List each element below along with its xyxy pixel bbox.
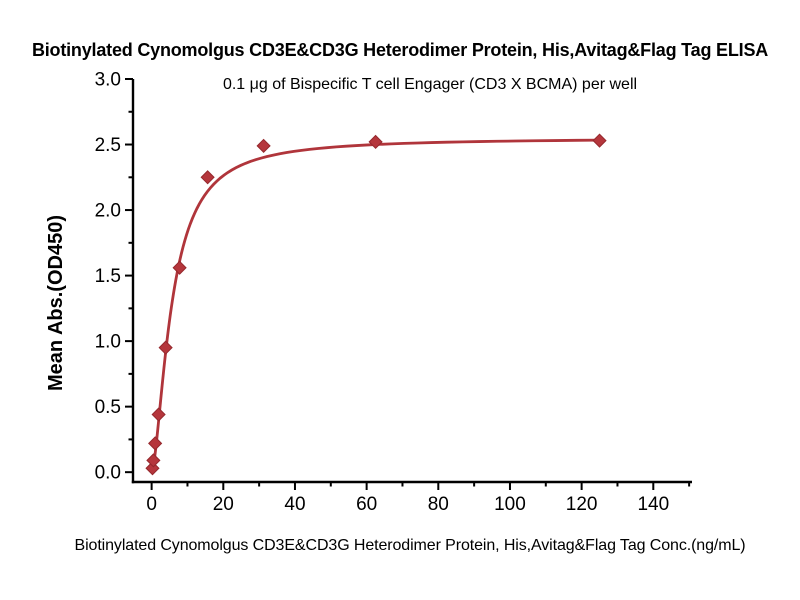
x-tick-label: 100: [494, 494, 526, 515]
data-point-marker: [200, 170, 215, 185]
x-axis-title: Biotinylated Cynomolgus CD3E&CD3G Hetero…: [74, 537, 746, 554]
chart-title: Biotinylated Cynomolgus CD3E&CD3G Hetero…: [31, 40, 769, 60]
x-tick-label: 60: [356, 494, 377, 515]
data-point-marker: [151, 407, 166, 422]
data-point-marker: [148, 436, 163, 451]
y-tick-label: 1.5: [95, 266, 121, 287]
y-tick-label: 1.0: [95, 332, 121, 353]
y-tick-label: 0.5: [95, 397, 121, 418]
x-tick-label: 40: [284, 494, 305, 515]
data-point-marker: [172, 260, 187, 275]
data-point-marker: [146, 453, 161, 468]
y-tick-label: 2.0: [95, 201, 121, 222]
data-point-marker: [158, 340, 173, 355]
chart-subtitle: 0.1 μg of Bispecific T cell Engager (CD3…: [222, 76, 638, 93]
y-tick-label: 2.5: [95, 135, 121, 156]
data-point-marker: [256, 138, 271, 153]
x-tick-label: 20: [213, 494, 234, 515]
x-tick-label: 140: [637, 494, 669, 515]
y-tick-label: 3.0: [95, 70, 121, 91]
x-tick-label: 80: [428, 494, 449, 515]
x-tick-label: 0: [146, 494, 157, 515]
data-point-marker: [368, 134, 383, 150]
x-tick-label: 120: [566, 494, 598, 515]
y-tick-label: 0.0: [95, 463, 121, 484]
fit-curve-line: [151, 138, 601, 472]
data-point-marker: [592, 133, 607, 148]
